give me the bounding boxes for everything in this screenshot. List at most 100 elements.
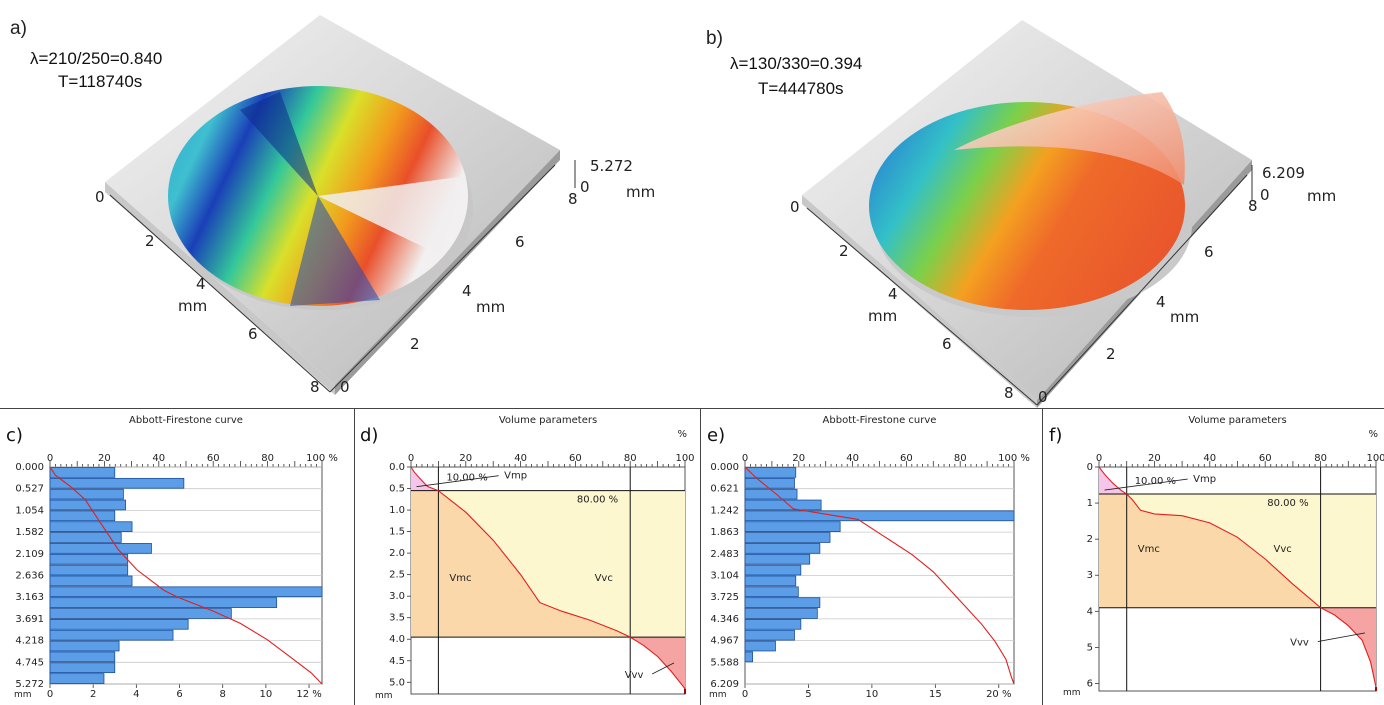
vvv-label: Vvv — [625, 670, 644, 681]
top-tick-label: 60 — [207, 453, 220, 464]
chart-title: Volume parameters — [1188, 415, 1286, 426]
y-tick-label: 4.0 — [389, 634, 405, 645]
bottom-tick-label: 0 — [47, 689, 53, 700]
x-tick-b-0: 0 — [1038, 388, 1048, 406]
histogram-bar — [744, 510, 1015, 522]
time-a: T=118740s — [58, 72, 143, 91]
top-tick-label: 100 % — [306, 453, 338, 464]
y-tick-label: 6 — [1087, 678, 1093, 689]
render-a-panel: a) λ=210/250=0.840 T=118740s — [0, 0, 692, 408]
y-tick-label: 1 — [1087, 498, 1093, 509]
histogram-bar — [49, 510, 116, 522]
histogram-bar — [49, 673, 105, 684]
vmp-arrow — [416, 475, 499, 488]
histogram-bar — [49, 640, 120, 652]
panel-label: e) — [707, 425, 725, 446]
histogram-bar — [744, 597, 821, 608]
histogram-bar — [49, 521, 133, 533]
z-max-a: 5.272 — [590, 157, 633, 175]
surface-3d-a — [105, 15, 576, 395]
x-tick-label: 80 — [624, 453, 637, 464]
y-tick-label: 0.527 — [15, 484, 44, 495]
surface-3d-b — [802, 20, 1253, 408]
bottom-tick-label: 4 — [133, 689, 139, 700]
vvc-label: Vvc — [1274, 544, 1292, 555]
z-unit-a: mm — [626, 183, 656, 201]
x-tick-label: 60 — [569, 453, 582, 464]
y-tick-label: 5.0 — [389, 677, 405, 688]
y-tick-label: 4.745 — [15, 657, 44, 668]
z-max-b: 6.209 — [1262, 164, 1305, 182]
y-tick-label: 3 — [1087, 570, 1093, 581]
x-tick-label: 100 — [1366, 453, 1384, 464]
mr1-label: 10.00 % — [446, 473, 487, 484]
top-tick-label: 80 — [954, 453, 967, 464]
chart-title: Volume parameters — [499, 415, 597, 426]
y-tick-label: 4.218 — [15, 636, 44, 647]
y-tick-label: 3.725 — [710, 592, 739, 603]
bottom-tick-label: 10 — [866, 689, 879, 700]
y-tick-b-1: 2 — [839, 242, 849, 260]
y-tick-label: 3.0 — [389, 591, 405, 602]
y-tick-label: 1.054 — [15, 505, 44, 516]
y-tick-label: 2 — [1087, 534, 1093, 545]
bottom-tick-label: 15 — [929, 689, 942, 700]
histogram-bar — [744, 651, 754, 663]
histogram-bar — [49, 608, 232, 619]
z-min-a: 0 — [580, 178, 590, 196]
y-unit-label: mm — [375, 691, 393, 701]
y-tick-label: 0.000 — [710, 462, 739, 473]
x-tick-b-2: 4 — [1156, 293, 1166, 311]
x-tick-b-3: 6 — [1204, 243, 1214, 261]
bearing-curve — [1098, 466, 1377, 688]
y-tick-a-4: 8 — [310, 378, 320, 396]
y-tick-a-3: 6 — [248, 325, 258, 343]
vmc-label: Vmc — [1138, 544, 1160, 555]
top-tick-label: 40 — [846, 453, 859, 464]
divider-cd — [354, 408, 355, 705]
y-tick-b-4: 8 — [1004, 384, 1014, 402]
divider-horizontal — [0, 408, 1384, 409]
y-unit-label: mm — [709, 690, 727, 700]
y-tick-label: 0.000 — [15, 462, 44, 473]
time-b: T=444780s — [758, 79, 844, 98]
lambda-b: λ=130/330=0.394 — [730, 54, 863, 73]
vvv-region — [630, 637, 685, 689]
y-tick-label: 0 — [1087, 462, 1093, 473]
histogram-bar — [49, 651, 116, 663]
panel-label: f) — [1049, 425, 1062, 446]
top-tick-label: 60 — [900, 453, 913, 464]
histogram-bar — [744, 543, 821, 554]
y-tick-a-2: 4 — [196, 275, 206, 293]
z-unit-b: mm — [1307, 187, 1337, 205]
y-tick-label: 0.621 — [710, 484, 739, 495]
x-tick-a-3: 6 — [515, 233, 525, 251]
abbott-curve — [744, 466, 1015, 685]
x-tick-label: 20 — [1148, 453, 1161, 464]
y-tick-label: 1.242 — [710, 505, 739, 516]
histogram-bar — [744, 532, 831, 543]
bottom-tick-label: 8 — [220, 689, 226, 700]
x-tick-a-2: 4 — [462, 282, 472, 300]
y-tick-label: 4 — [1087, 606, 1093, 617]
histogram-bar — [49, 629, 174, 641]
histogram-bar — [49, 586, 323, 598]
x-tick-label: 60 — [1259, 453, 1272, 464]
histogram-bar — [744, 553, 811, 565]
y-tick-a-1: 2 — [145, 232, 155, 250]
vmp-region — [411, 467, 439, 491]
x-unit-label: % — [677, 429, 687, 440]
chart-f: f) Volume parameters% 0 20 40 60 80 100 0 1 2 3 4 5 6m… — [1049, 415, 1384, 698]
abbott-curve — [49, 466, 323, 685]
y-tick-label: 6.209 — [710, 679, 739, 690]
x-tick-a-4: 8 — [568, 190, 578, 208]
histogram-bar — [744, 467, 797, 478]
y-tick-label: 0.0 — [389, 462, 405, 473]
panel-label-b: b) — [706, 28, 723, 49]
y-tick-label: 1.863 — [710, 527, 739, 538]
y-tick-label: 3.5 — [389, 613, 405, 624]
y-tick-label: 2.5 — [389, 570, 405, 581]
histogram-bar — [744, 640, 776, 652]
vmp-region — [1099, 467, 1127, 495]
y-tick-label: 2.636 — [15, 571, 44, 582]
